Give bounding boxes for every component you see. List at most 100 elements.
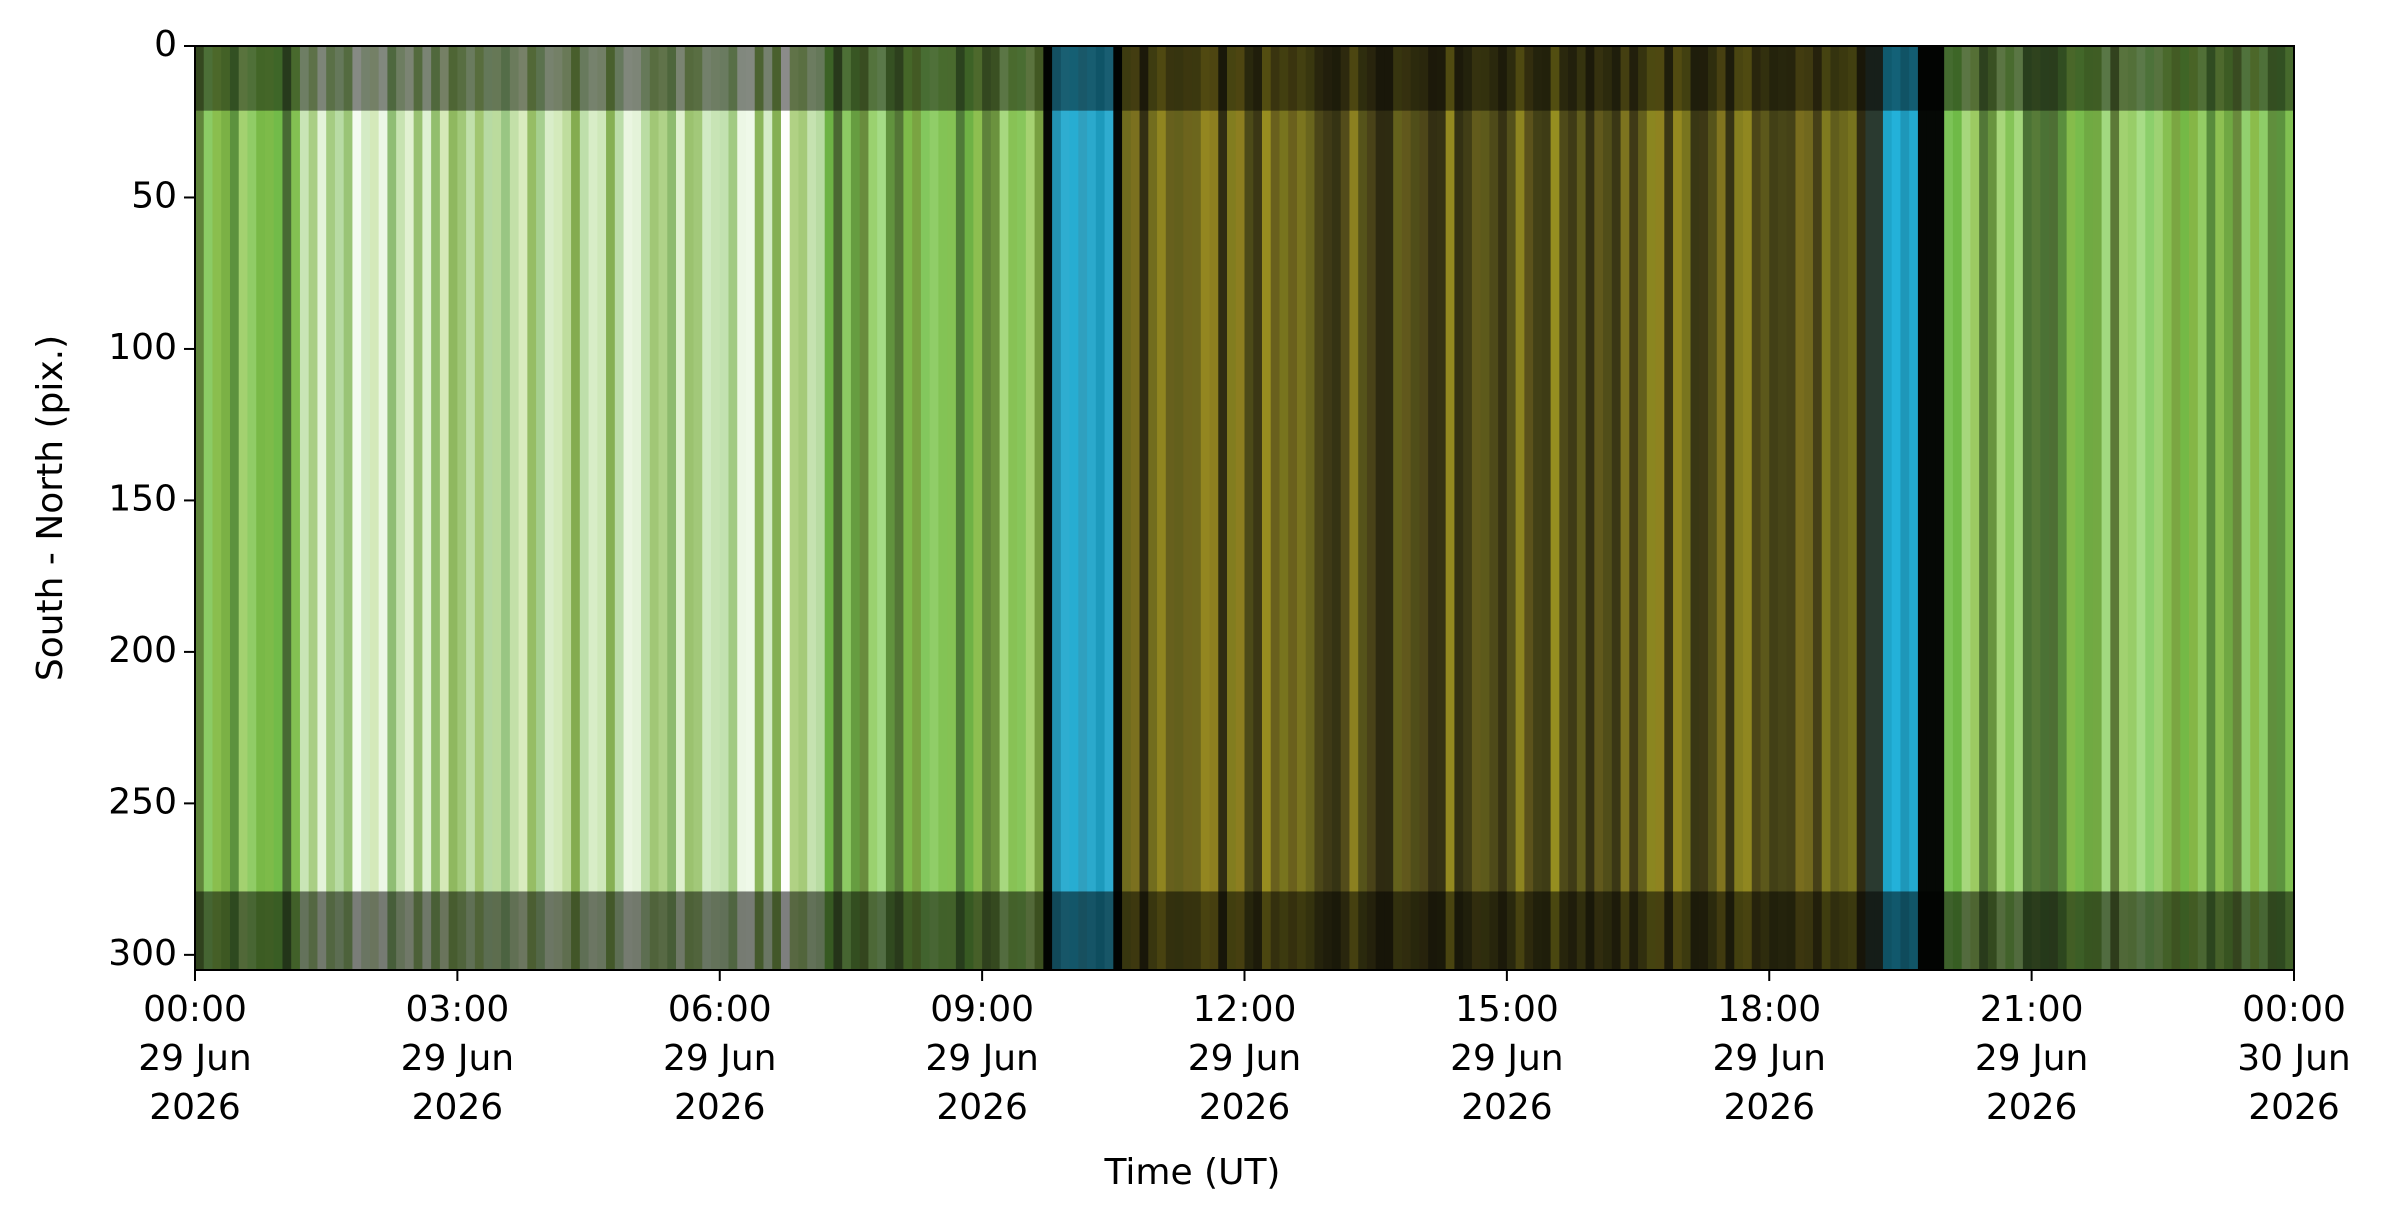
image-column — [1034, 46, 1044, 970]
image-column — [1576, 46, 1587, 970]
image-column — [2145, 46, 2155, 970]
image-column — [1052, 46, 1062, 970]
image-column — [553, 46, 563, 970]
image-column — [299, 46, 310, 970]
image-column — [1533, 46, 1543, 970]
image-column — [912, 46, 922, 970]
image-column — [1471, 46, 1482, 970]
y-tick-label: 150 — [108, 478, 177, 519]
image-column — [1200, 46, 1211, 970]
image-column — [229, 46, 240, 970]
image-column — [1305, 46, 1316, 970]
image-column — [1375, 46, 1386, 970]
image-column — [1331, 46, 1342, 970]
image-column — [1856, 46, 1867, 970]
image-column — [448, 46, 458, 970]
image-column — [413, 46, 423, 970]
image-column — [1043, 46, 1053, 970]
image-column — [1620, 46, 1630, 970]
image-column — [2224, 46, 2234, 970]
image-column — [369, 46, 380, 970]
image-column — [641, 46, 651, 970]
image-column — [964, 46, 974, 970]
image-column — [1445, 46, 1455, 970]
image-column — [466, 46, 476, 970]
image-column — [1358, 46, 1368, 970]
image-column — [2084, 46, 2094, 970]
image-column — [1743, 46, 1753, 970]
image-column — [2259, 46, 2269, 970]
image-column — [1559, 46, 1569, 970]
image-column — [1812, 46, 1823, 970]
image-column — [2101, 46, 2111, 970]
image-column — [1506, 46, 1517, 970]
image-column — [1244, 46, 1254, 970]
image-column — [1060, 46, 1071, 970]
image-column — [606, 46, 616, 970]
image-column — [1970, 46, 1980, 970]
image-column — [1419, 46, 1429, 970]
image-column — [474, 46, 485, 970]
image-column — [623, 46, 633, 970]
image-column — [1008, 46, 1018, 970]
image-column — [1725, 46, 1735, 970]
image-column — [1463, 46, 1473, 970]
image-column — [920, 46, 931, 970]
image-column — [1148, 46, 1158, 970]
image-column — [1847, 46, 1858, 970]
image-column — [667, 46, 677, 970]
image-bottom-band — [195, 891, 2294, 970]
image-column — [1568, 46, 1578, 970]
x-tick-label: 09:00 29 Jun 2026 — [925, 989, 1039, 1128]
x-tick-label: 06:00 29 Jun 2026 — [662, 989, 777, 1128]
y-tick-label: 50 — [131, 175, 177, 216]
image-column — [326, 46, 336, 970]
image-column — [702, 46, 712, 970]
image-column — [1104, 46, 1114, 970]
image-column — [1454, 46, 1464, 970]
image-column — [1891, 46, 1902, 970]
image-column — [1550, 46, 1560, 970]
image-column — [711, 46, 721, 970]
image-column — [1410, 46, 1421, 970]
image-column — [1795, 46, 1805, 970]
image-column — [1393, 46, 1403, 970]
image-column — [1769, 46, 1779, 970]
image-column — [2110, 46, 2120, 970]
image-column — [1804, 46, 1814, 970]
image-column — [2206, 46, 2216, 970]
image-column — [676, 46, 686, 970]
image-column — [929, 46, 939, 970]
image-column — [1192, 46, 1202, 970]
image-column — [2092, 46, 2103, 970]
image-column — [1270, 46, 1281, 970]
image-column — [2066, 46, 2076, 970]
image-column — [1122, 46, 1132, 970]
image-column — [544, 46, 555, 970]
image-column — [807, 46, 817, 970]
x-tick-label: 21:00 29 Jun 2026 — [1974, 989, 2089, 1128]
image-column — [1585, 46, 1595, 970]
image-column — [1926, 46, 1937, 970]
image-column — [754, 46, 765, 970]
image-column — [955, 46, 966, 970]
image-column — [221, 46, 231, 970]
image-column — [264, 46, 275, 970]
image-column — [1777, 46, 1788, 970]
image-column — [1935, 46, 1945, 970]
image-column — [203, 46, 214, 970]
x-tick-label: 00:00 29 Jun 2026 — [138, 989, 252, 1128]
x-tick-label: 18:00 29 Jun 2026 — [1712, 989, 1826, 1128]
image-column — [1629, 46, 1639, 970]
image-column — [1349, 46, 1359, 970]
image-column — [1611, 46, 1622, 970]
image-column — [1183, 46, 1193, 970]
y-tick-label: 200 — [108, 630, 177, 671]
image-column — [1909, 46, 1919, 970]
image-column — [2040, 46, 2050, 970]
image-column — [1681, 46, 1692, 970]
image-column — [1882, 46, 1893, 970]
image-column — [1069, 46, 1079, 970]
image-column — [343, 46, 354, 970]
image-column — [2005, 46, 2015, 970]
